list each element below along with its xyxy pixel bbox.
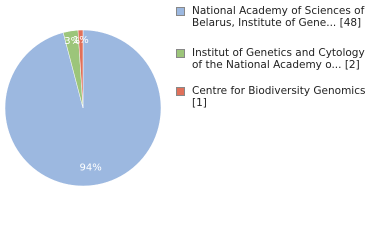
slice-label: 1% [73,35,89,46]
legend-label: Centre for Biodiversity Genomics [1] [192,85,366,109]
pie-chart: 94% 3%1% [4,29,162,187]
slice-label: 94% [80,163,102,174]
pie-slice [77,29,84,109]
legend-label: National Academy of Sciences of Belarus,… [192,5,365,29]
slice-label: 3% [64,36,80,47]
legend-swatch [176,87,185,96]
legend-item: Institut of Genetics and Cytology of the… [176,47,366,71]
legend-label: Institut of Genetics and Cytology of the… [192,47,365,71]
legend-item: National Academy of Sciences of Belarus,… [176,5,366,29]
legend-item: Centre for Biodiversity Genomics [1] [176,85,366,109]
legend-swatch [176,49,185,58]
legend-swatch [176,7,185,16]
